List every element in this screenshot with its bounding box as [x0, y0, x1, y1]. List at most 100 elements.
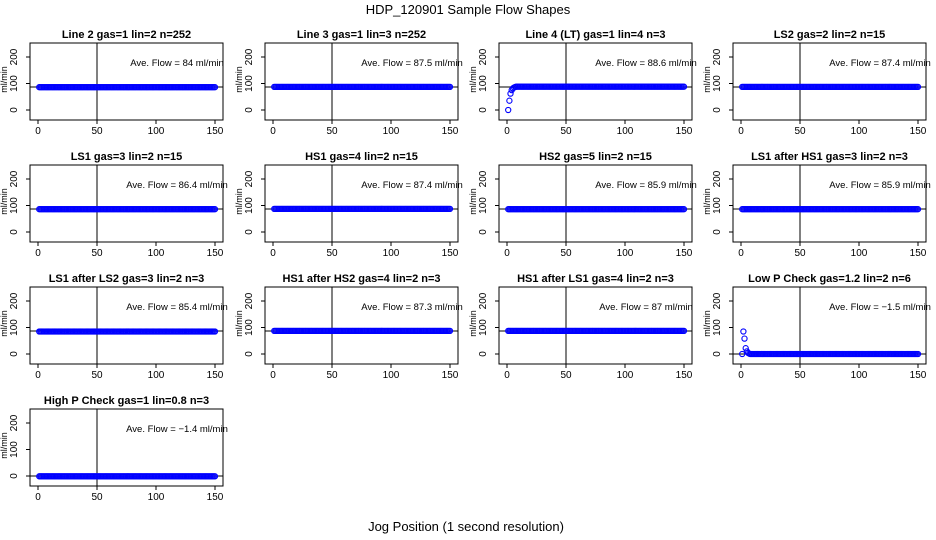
- data-point: [914, 206, 922, 213]
- x-tick-label: 50: [794, 126, 806, 137]
- x-tick-label: 0: [35, 370, 41, 381]
- series-points: [36, 206, 219, 213]
- panel-title: LS1 after LS2 gas=3 lin=2 n=3: [49, 273, 205, 285]
- panel-annotation: Ave. Flow = 87.3 ml/min: [361, 302, 462, 313]
- y-tick-label: 200: [712, 48, 723, 65]
- panel-frame: [29, 164, 224, 243]
- panel-title: High P Check gas=1 lin=0.8 n=3: [44, 395, 209, 407]
- y-axis-label: ml/min: [0, 310, 9, 337]
- y-tick-label: 0: [244, 351, 255, 357]
- panel-4: LS2 gas=2 lin=2 n=15 Ave. Flow = 87.4 ml/…: [702, 29, 931, 137]
- y-tick-label: 100: [478, 75, 489, 92]
- series-points: [505, 327, 688, 335]
- y-axis-label: ml/min: [234, 188, 244, 215]
- x-tick-label: 0: [504, 248, 510, 259]
- data-point: [739, 350, 746, 358]
- panel-title: Line 4 (LT) gas=1 lin=4 n=3: [525, 29, 665, 41]
- data-point: [211, 206, 219, 213]
- panel-title: LS1 gas=3 lin=2 n=15: [71, 151, 183, 163]
- y-tick-label: 0: [9, 229, 20, 235]
- panel-8: LS1 after HS1 gas=3 lin=2 n=3 Ave. Flow =…: [702, 151, 931, 259]
- x-tick-label: 0: [35, 126, 41, 137]
- y-tick-label: 200: [9, 48, 20, 65]
- x-tick-label: 0: [504, 370, 510, 381]
- data-point: [211, 473, 219, 480]
- panel-annotation: Ave. Flow = −1.4 ml/min: [126, 424, 228, 435]
- x-tick-label: 100: [383, 248, 400, 259]
- panel-frame: [264, 42, 459, 121]
- panel-11: HS1 after LS1 gas=4 lin=2 n=3 Ave. Flow =…: [468, 273, 693, 381]
- panel-title: LS1 after HS1 gas=3 lin=2 n=3: [751, 151, 908, 163]
- panel-annotation: Ave. Flow = 85.4 ml/min: [126, 302, 227, 313]
- panel-frame: [29, 286, 224, 365]
- y-tick-label: 100: [712, 75, 723, 92]
- panel-annotation: Ave. Flow = 85.9 ml/min: [829, 180, 930, 191]
- y-tick-label: 100: [9, 441, 20, 458]
- x-tick-label: 0: [738, 370, 744, 381]
- y-tick-label: 200: [244, 292, 255, 309]
- x-tick-label: 100: [851, 126, 868, 137]
- series-points: [739, 83, 922, 91]
- x-tick-label: 150: [676, 126, 693, 137]
- data-point: [506, 97, 513, 104]
- x-tick-label: 150: [442, 126, 459, 137]
- y-tick-label: 200: [478, 292, 489, 309]
- panel-frame: [29, 408, 224, 487]
- panel-10: HS1 after HS2 gas=4 lin=2 n=3 Ave. Flow =…: [234, 273, 463, 381]
- y-tick-label: 100: [478, 197, 489, 214]
- x-tick-label: 50: [326, 248, 338, 259]
- panel-frame: [498, 286, 693, 365]
- data-point: [740, 328, 747, 335]
- panel-title: Line 3 gas=1 lin=3 n=252: [297, 29, 426, 41]
- x-tick-label: 0: [270, 370, 276, 381]
- data-point: [446, 327, 454, 335]
- x-tick-label: 150: [442, 370, 459, 381]
- y-axis-label: ml/min: [702, 188, 712, 215]
- x-tick-label: 50: [794, 370, 806, 381]
- y-tick-label: 200: [9, 292, 20, 309]
- y-tick-label: 200: [712, 170, 723, 187]
- panel-6: HS1 gas=4 lin=2 n=15 Ave. Flow = 87.4 ml/…: [234, 151, 463, 259]
- series-points: [271, 83, 454, 91]
- y-tick-label: 100: [9, 197, 20, 214]
- y-tick-label: 100: [712, 319, 723, 336]
- y-axis-label: ml/min: [468, 310, 478, 337]
- x-tick-label: 150: [207, 126, 224, 137]
- panel-title: HS2 gas=5 lin=2 n=15: [539, 151, 652, 163]
- x-tick-label: 100: [851, 248, 868, 259]
- panel-frame: [264, 164, 459, 243]
- y-axis-label: ml/min: [0, 188, 9, 215]
- data-point: [680, 206, 688, 213]
- panel-13: High P Check gas=1 lin=0.8 n=3 Ave. Flow …: [0, 395, 228, 503]
- series-points: [271, 327, 454, 335]
- data-point: [742, 345, 749, 352]
- panel-title: HS1 gas=4 lin=2 n=15: [305, 151, 418, 163]
- panels-grid: Line 2 gas=1 lin=2 n=252 Ave. Flow = 84 m…: [0, 29, 931, 503]
- y-axis-label: ml/min: [0, 432, 9, 459]
- panel-1: Line 2 gas=1 lin=2 n=252 Ave. Flow = 84 m…: [0, 29, 224, 137]
- data-point: [680, 83, 688, 90]
- y-tick-label: 0: [244, 107, 255, 113]
- y-tick-label: 100: [478, 319, 489, 336]
- panel-title: LS2 gas=2 lin=2 n=15: [774, 29, 886, 41]
- figure-title: HDP_120901 Sample Flow Shapes: [366, 2, 571, 17]
- x-tick-label: 100: [148, 370, 165, 381]
- panel-annotation: Ave. Flow = 85.9 ml/min: [595, 180, 696, 191]
- y-tick-label: 200: [244, 170, 255, 187]
- y-tick-label: 200: [9, 414, 20, 431]
- x-tick-label: 50: [794, 248, 806, 259]
- y-tick-label: 0: [244, 229, 255, 235]
- panel-frame: [29, 42, 224, 121]
- x-tick-label: 50: [560, 126, 572, 137]
- panel-annotation: Ave. Flow = 86.4 ml/min: [126, 180, 227, 191]
- panel-3: Line 4 (LT) gas=1 lin=4 n=3 Ave. Flow = 8…: [468, 29, 697, 137]
- x-tick-label: 150: [910, 126, 927, 137]
- panel-frame: [264, 286, 459, 365]
- data-point: [505, 106, 512, 114]
- x-tick-label: 150: [207, 492, 224, 503]
- y-axis-label: ml/min: [234, 310, 244, 337]
- y-tick-label: 100: [244, 319, 255, 336]
- x-tick-label: 50: [560, 248, 572, 259]
- x-tick-label: 100: [148, 126, 165, 137]
- x-tick-label: 150: [442, 248, 459, 259]
